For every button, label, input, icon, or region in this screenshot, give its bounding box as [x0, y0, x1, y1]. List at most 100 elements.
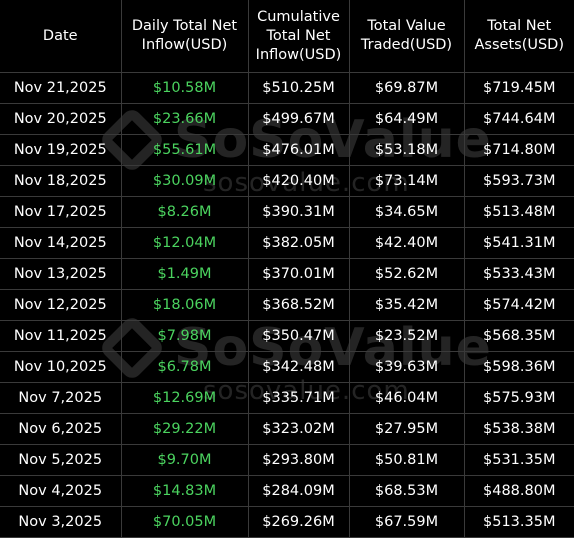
cell-total-value-traded: $52.62M [349, 258, 465, 290]
cell-total-net-assets: $575.93M [464, 382, 574, 414]
header-date[interactable]: Date [0, 0, 122, 73]
cell-total-net-assets: $568.35M [464, 320, 574, 352]
cell-daily-inflow: $1.49M [121, 258, 249, 290]
cell-daily-inflow: $8.26M [121, 196, 249, 228]
cell-total-net-assets: $598.36M [464, 351, 574, 383]
header-total-net-assets[interactable]: Total Net Assets(USD) [464, 0, 574, 73]
cell-date: Nov 18,2025 [0, 165, 122, 197]
cell-date: Nov 3,2025 [0, 506, 122, 538]
cell-date: Nov 12,2025 [0, 289, 122, 321]
cell-daily-inflow: $9.70M [121, 444, 249, 476]
cell-total-value-traded: $69.87M [349, 72, 465, 104]
table-row: Nov 14,2025 $12.04M $382.05M $42.40M $54… [0, 227, 574, 259]
header-cumulative-line3: Inflow(USD) [255, 46, 342, 63]
table-row: Nov 3,2025 $70.05M $269.26M $67.59M $513… [0, 506, 574, 538]
cell-total-net-assets: $538.38M [464, 413, 574, 445]
cell-date: Nov 7,2025 [0, 382, 122, 414]
cell-total-value-traded: $35.42M [349, 289, 465, 321]
cell-cumulative-inflow: $382.05M [248, 227, 350, 259]
table-row: Nov 21,2025 $10.58M $510.25M $69.87M $71… [0, 72, 574, 104]
table-row: Nov 17,2025 $8.26M $390.31M $34.65M $513… [0, 196, 574, 228]
table-row: Nov 13,2025 $1.49M $370.01M $52.62M $533… [0, 258, 574, 290]
table-row: Nov 12,2025 $18.06M $368.52M $35.42M $57… [0, 289, 574, 321]
header-cumulative-line2: Total Net [266, 27, 331, 44]
cell-cumulative-inflow: $370.01M [248, 258, 350, 290]
cell-daily-inflow: $55.61M [121, 134, 249, 166]
cell-total-value-traded: $39.63M [349, 351, 465, 383]
table-row: Nov 6,2025 $29.22M $323.02M $27.95M $538… [0, 413, 574, 445]
table-row: Nov 10,2025 $6.78M $342.48M $39.63M $598… [0, 351, 574, 383]
cell-daily-inflow: $23.66M [121, 103, 249, 135]
header-cumulative-inflow[interactable]: Cumulative Total Net Inflow(USD) [248, 0, 350, 73]
cell-total-value-traded: $23.52M [349, 320, 465, 352]
table-row: Nov 19,2025 $55.61M $476.01M $53.18M $71… [0, 134, 574, 166]
cell-date: Nov 17,2025 [0, 196, 122, 228]
header-total-value-traded[interactable]: Total Value Traded(USD) [349, 0, 465, 73]
cell-daily-inflow: $6.78M [121, 351, 249, 383]
cell-cumulative-inflow: $323.02M [248, 413, 350, 445]
cell-date: Nov 14,2025 [0, 227, 122, 259]
table-header-row: Date Daily Total Net Inflow(USD) Cumulat… [0, 0, 574, 73]
table-row: Nov 7,2025 $12.69M $335.71M $46.04M $575… [0, 382, 574, 414]
cell-cumulative-inflow: $284.09M [248, 475, 350, 507]
cell-daily-inflow: $18.06M [121, 289, 249, 321]
cell-date: Nov 6,2025 [0, 413, 122, 445]
cell-total-net-assets: $541.31M [464, 227, 574, 259]
cell-daily-inflow: $12.69M [121, 382, 249, 414]
cell-cumulative-inflow: $335.71M [248, 382, 350, 414]
cell-daily-inflow: $29.22M [121, 413, 249, 445]
cell-total-net-assets: $719.45M [464, 72, 574, 104]
cell-date: Nov 5,2025 [0, 444, 122, 476]
cell-daily-inflow: $14.83M [121, 475, 249, 507]
cell-total-net-assets: $744.64M [464, 103, 574, 135]
cell-cumulative-inflow: $269.26M [248, 506, 350, 538]
cell-cumulative-inflow: $390.31M [248, 196, 350, 228]
cell-total-net-assets: $513.48M [464, 196, 574, 228]
cell-total-value-traded: $42.40M [349, 227, 465, 259]
table-row: Nov 4,2025 $14.83M $284.09M $68.53M $488… [0, 475, 574, 507]
header-date-label: Date [42, 27, 78, 44]
cell-total-net-assets: $533.43M [464, 258, 574, 290]
cell-total-net-assets: $574.42M [464, 289, 574, 321]
cell-daily-inflow: $12.04M [121, 227, 249, 259]
cell-total-value-traded: $27.95M [349, 413, 465, 445]
table-row: Nov 20,2025 $23.66M $499.67M $64.49M $74… [0, 103, 574, 135]
cell-total-net-assets: $714.80M [464, 134, 574, 166]
cell-total-value-traded: $46.04M [349, 382, 465, 414]
cell-total-value-traded: $67.59M [349, 506, 465, 538]
cell-date: Nov 20,2025 [0, 103, 122, 135]
cell-total-net-assets: $593.73M [464, 165, 574, 197]
cell-date: Nov 19,2025 [0, 134, 122, 166]
cell-date: Nov 11,2025 [0, 320, 122, 352]
cell-total-value-traded: $73.14M [349, 165, 465, 197]
cell-date: Nov 13,2025 [0, 258, 122, 290]
header-assets-line2: Assets(USD) [474, 37, 565, 53]
cell-total-net-assets: $488.80M [464, 475, 574, 507]
cell-daily-inflow: $30.09M [121, 165, 249, 197]
table-row: Nov 11,2025 $7.98M $350.47M $23.52M $568… [0, 320, 574, 352]
cell-total-net-assets: $531.35M [464, 444, 574, 476]
cell-cumulative-inflow: $510.25M [248, 72, 350, 104]
cell-total-value-traded: $34.65M [349, 196, 465, 228]
cell-cumulative-inflow: $342.48M [248, 351, 350, 383]
cell-total-net-assets: $513.35M [464, 506, 574, 538]
cell-cumulative-inflow: $350.47M [248, 320, 350, 352]
cell-cumulative-inflow: $420.40M [248, 165, 350, 197]
cell-cumulative-inflow: $368.52M [248, 289, 350, 321]
header-cumulative-line1: Cumulative [257, 8, 340, 25]
table-row: Nov 18,2025 $30.09M $420.40M $73.14M $59… [0, 165, 574, 197]
cell-cumulative-inflow: $476.01M [248, 134, 350, 166]
header-daily-inflow[interactable]: Daily Total Net Inflow(USD) [121, 0, 249, 73]
cell-daily-inflow: $7.98M [121, 320, 249, 352]
header-daily-inflow-line1: Daily Total Net [131, 18, 238, 34]
cell-daily-inflow: $10.58M [121, 72, 249, 104]
table-row: Nov 5,2025 $9.70M $293.80M $50.81M $531.… [0, 444, 574, 476]
header-assets-line1: Total Net [487, 18, 552, 34]
cell-date: Nov 4,2025 [0, 475, 122, 507]
header-traded-line2: Traded(USD) [360, 37, 453, 53]
header-traded-line1: Total Value [367, 18, 446, 34]
cell-total-value-traded: $68.53M [349, 475, 465, 507]
cell-total-value-traded: $64.49M [349, 103, 465, 135]
cell-cumulative-inflow: $293.80M [248, 444, 350, 476]
cell-daily-inflow: $70.05M [121, 506, 249, 538]
